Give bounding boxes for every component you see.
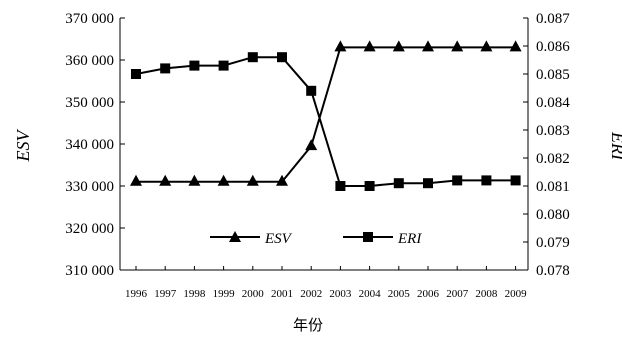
right-tick-label: 0.087 xyxy=(536,11,570,27)
x-tick-label: 2008 xyxy=(475,288,498,300)
x-axis-ticks: 1996 1997 1998 1999 2000 2001 2002 2003 2004 2005… xyxy=(125,266,527,300)
legend-esv-marker xyxy=(229,231,241,242)
left-tick-label: 310 000 xyxy=(65,263,114,279)
series-eri-point xyxy=(131,69,141,79)
right-tick-label: 0.086 xyxy=(536,39,570,55)
series-eri-point xyxy=(306,85,317,96)
right-tick-label: 0.079 xyxy=(536,235,570,251)
series-esv-point xyxy=(188,174,201,186)
left-tick-label: 360 000 xyxy=(65,53,114,69)
right-tick-label: 0.083 xyxy=(536,123,570,139)
x-tick-label: 1998 xyxy=(183,288,206,300)
x-tick-label: 2005 xyxy=(388,288,411,300)
series-esv-point xyxy=(480,40,493,52)
series-eri-point xyxy=(423,178,433,189)
series-eri-point xyxy=(452,175,463,186)
right-axis-ticks: 0.078 0.079 0.080 0.081 0.082 0.083 0.084 0.085… xyxy=(523,11,570,279)
x-tick-label: 1997 xyxy=(154,288,177,300)
x-tick-label: 2001 xyxy=(271,288,293,300)
legend-eri-label: ERI xyxy=(397,231,422,247)
series-esv-point xyxy=(422,40,434,52)
left-tick-label: 340 000 xyxy=(65,137,114,153)
y-axis-title: ESV xyxy=(13,129,33,163)
x-tick-label: 2009 xyxy=(505,288,528,300)
series-esv-point xyxy=(392,40,405,52)
series-eri-point xyxy=(160,63,171,74)
right-tick-label: 0.078 xyxy=(536,263,570,279)
left-tick-label: 330 000 xyxy=(65,179,114,195)
x-tick-label: 1999 xyxy=(213,288,236,300)
x-tick-label: 2002 xyxy=(300,288,322,300)
right-tick-label: 0.080 xyxy=(536,207,570,223)
series-esv-point xyxy=(451,40,464,52)
series-eri-point xyxy=(189,60,200,71)
x-tick-label: 2000 xyxy=(242,288,265,300)
legend: ESV ERI xyxy=(210,231,422,247)
series-esv-point xyxy=(159,174,172,186)
series-eri-line xyxy=(135,56,516,187)
x-tick-label: 2003 xyxy=(329,288,352,300)
left-tick-label: 350 000 xyxy=(65,95,114,111)
x-tick-label: 2007 xyxy=(446,288,469,300)
left-axis-ticks: 310 000 320 000 330 000 340 000 350 000 360 0… xyxy=(65,11,125,279)
axes xyxy=(119,18,529,271)
legend-esv-label: ESV xyxy=(264,231,293,247)
left-tick-label: 370 000 xyxy=(65,11,114,27)
series-esv-point xyxy=(509,40,522,52)
series-esv-point xyxy=(305,139,318,151)
y2-axis-title: ERI xyxy=(608,131,622,161)
series-esv-point xyxy=(363,40,376,52)
x-tick-label: 2004 xyxy=(359,288,382,300)
series-eri-point xyxy=(277,52,287,63)
series-eri-point xyxy=(247,52,258,63)
series-esv-point xyxy=(217,174,230,186)
x-tick-label: 1996 xyxy=(125,288,148,300)
series-esv-point xyxy=(276,174,288,186)
series-layer xyxy=(130,40,522,191)
left-tick-label: 320 000 xyxy=(65,221,114,237)
series-esv-line xyxy=(136,46,516,183)
series-eri-point xyxy=(335,181,346,191)
series-eri-point xyxy=(218,60,229,71)
legend-eri-marker xyxy=(363,232,373,242)
right-tick-label: 0.082 xyxy=(536,151,570,167)
series-esv-point xyxy=(334,40,347,52)
series-eri-point xyxy=(481,175,492,186)
right-tick-label: 0.084 xyxy=(536,95,570,111)
series-eri-point xyxy=(393,178,404,189)
right-tick-label: 0.085 xyxy=(536,67,570,83)
right-tick-label: 0.081 xyxy=(536,179,570,195)
series-esv-point xyxy=(130,174,142,186)
x-tick-label: 2006 xyxy=(417,288,440,300)
x-axis-title: 年份 xyxy=(293,316,323,334)
series-eri-point xyxy=(510,175,521,186)
series-eri-point xyxy=(364,181,375,191)
series-esv-point xyxy=(246,174,259,186)
